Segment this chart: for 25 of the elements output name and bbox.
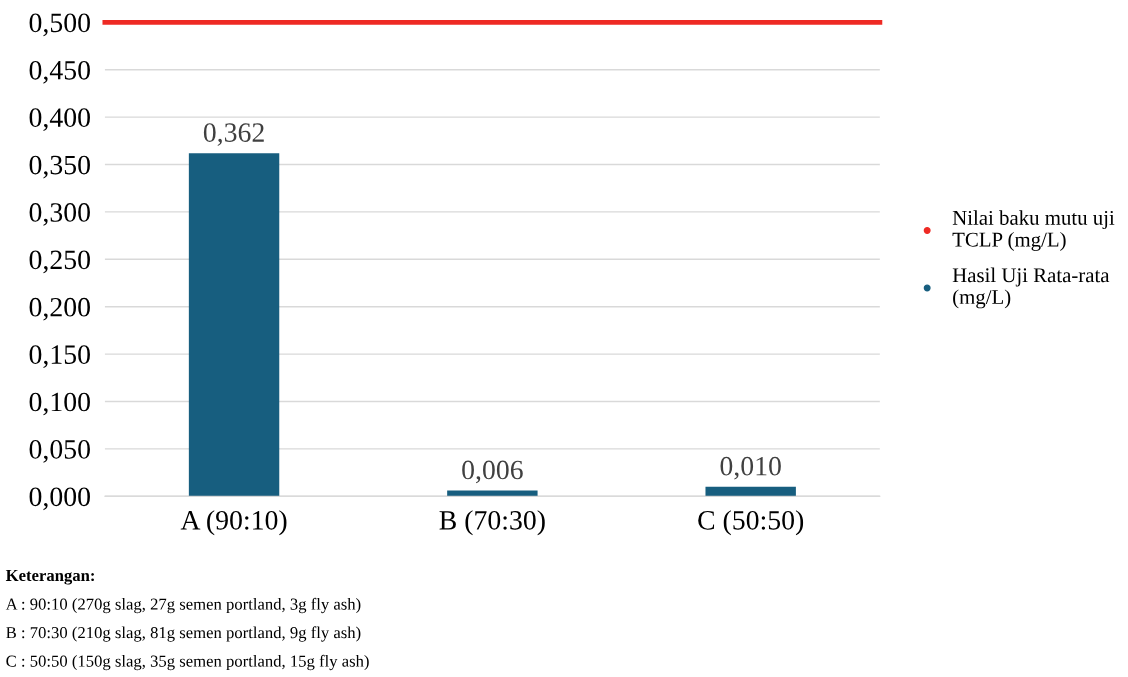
bar <box>705 486 796 497</box>
y-tick-label: 0,350 <box>29 155 90 179</box>
y-tick-label: 0,050 <box>29 440 90 463</box>
x-tick-label: B (70:30) <box>439 510 545 536</box>
y-tick-label: 0,500 <box>29 13 90 37</box>
x-tick-label: C (50:50) <box>698 510 804 536</box>
legend-label: Hasil Uji Rata-rata (mg/L) <box>952 267 1110 309</box>
y-tick-label: 0,100 <box>29 392 90 416</box>
legend-label: Nilai baku mutu uji TCLP (mg/L) <box>952 210 1115 251</box>
y-tick-label: 0,450 <box>29 60 90 84</box>
data-label: 0,362 <box>203 123 264 146</box>
x-tick-label: A (90:10) <box>180 510 287 536</box>
y-tick-label: 0,400 <box>29 108 90 132</box>
data-label: 0,006 <box>462 460 523 484</box>
y-tick-label: 0,200 <box>29 297 90 321</box>
text: Keterangan: <box>5 569 94 585</box>
y-tick-label: 0,000 <box>29 487 90 511</box>
text: B : 70:30 (210g slag, 81g semen portland, 9g fly ash) <box>6 626 361 642</box>
y-tick-label: 0,150 <box>29 345 90 368</box>
text: A : 90:10 (270g slag, 27g semen portland, 3g fly ash) <box>5 597 361 614</box>
y-tick-label: 0,250 <box>29 250 90 274</box>
bar <box>188 153 280 497</box>
y-tick-label: 0,300 <box>29 203 90 226</box>
text: C : 50:50 (150g slag, 35g semen portland, 15g fly ash) <box>6 654 369 671</box>
data-label: 0,010 <box>720 456 781 480</box>
